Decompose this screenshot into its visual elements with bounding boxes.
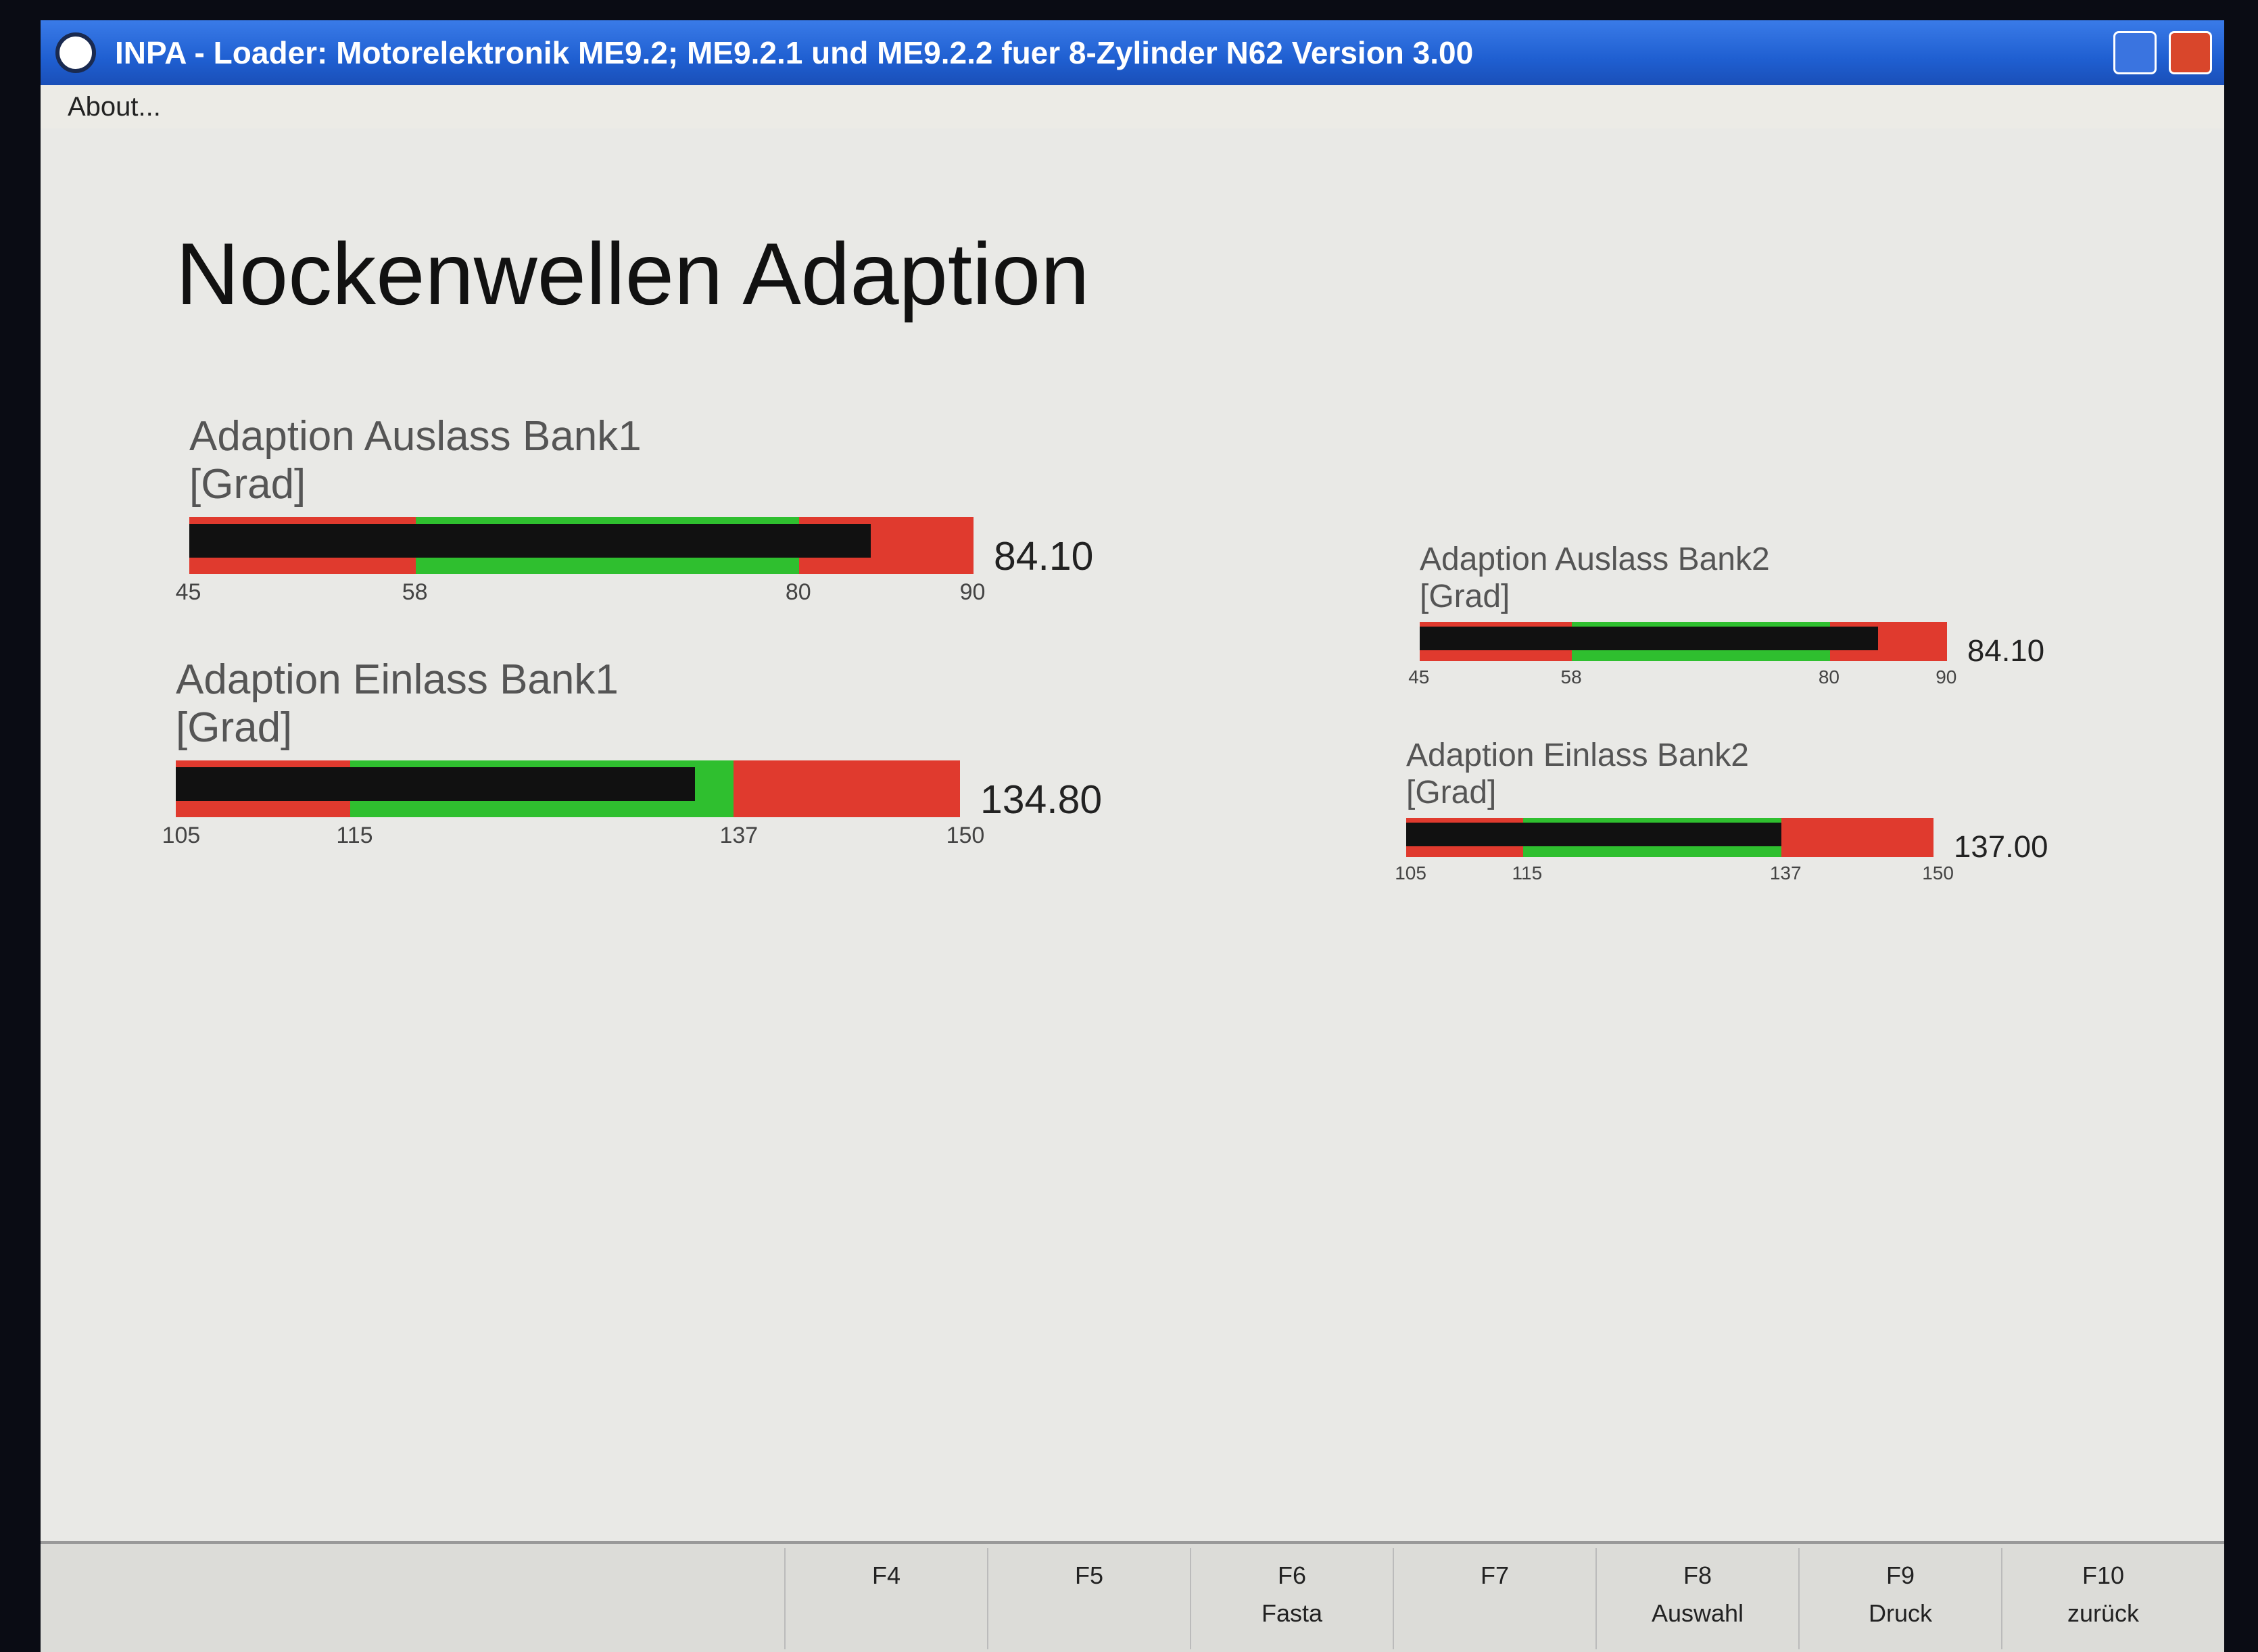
- function-key[interactable]: F6 Fasta: [1190, 1548, 1393, 1649]
- gauge-unit: [Grad]: [1420, 579, 1510, 615]
- scale-tick-label: 115: [336, 823, 373, 848]
- gauge-label: Adaption Auslass Bank1: [189, 413, 642, 460]
- window: INPA - Loader: Motorelektronik ME9.2; ME…: [41, 20, 2224, 1652]
- screen-title: Nockenwellen Adaption: [176, 224, 1090, 323]
- key-text: Fasta: [1261, 1599, 1323, 1627]
- scale-tick-label: 45: [1408, 666, 1430, 687]
- scale-tick-label: 137: [1769, 863, 1802, 883]
- scale-tick-label: 105: [1395, 863, 1426, 883]
- key-name: F9: [1885, 1561, 1915, 1589]
- function-key[interactable]: F5: [987, 1548, 1190, 1649]
- red-zone-high: [733, 760, 960, 817]
- key-text: zurück: [2067, 1599, 2140, 1627]
- function-key[interactable]: F9 Druck: [1798, 1548, 2001, 1649]
- value-bar: [189, 524, 871, 558]
- key-text: Druck: [1868, 1599, 1932, 1627]
- gauge-bar: [1420, 622, 1947, 661]
- title-bar: INPA - Loader: Motorelektronik ME9.2; ME…: [41, 20, 2224, 85]
- function-key[interactable]: F4: [784, 1548, 987, 1649]
- menu-item[interactable]: About...: [68, 92, 161, 122]
- scale-tick-label: 137: [719, 823, 759, 848]
- scale-tick-label: 105: [162, 823, 201, 848]
- key-name: F7: [1480, 1561, 1509, 1589]
- gauge-value: 84.10: [994, 535, 1094, 579]
- key-name: F4: [871, 1561, 900, 1589]
- gauge-unit: [Grad]: [189, 461, 306, 508]
- key-name: F6: [1277, 1561, 1306, 1589]
- gauge-unit: [Grad]: [1406, 775, 1497, 811]
- gauge-bar: [1406, 818, 1933, 857]
- gauge-label: Adaption Einlass Bank1: [176, 656, 619, 703]
- scale-tick-label: 58: [1560, 666, 1582, 687]
- gauge-bar: [189, 517, 974, 574]
- function-key[interactable]: F7: [1393, 1548, 1595, 1649]
- value-bar: [176, 767, 696, 802]
- scale-tick-label: 90: [959, 579, 986, 605]
- value-bar: [1406, 822, 1781, 846]
- scale-tick-label: 150: [946, 823, 985, 848]
- red-zone-high: [1781, 818, 1933, 857]
- gauge-bar: [176, 760, 960, 817]
- scale-tick-label: 80: [785, 579, 811, 605]
- key-text: Auswahl: [1651, 1599, 1744, 1627]
- gauge-label: Adaption Einlass Bank2: [1406, 737, 1749, 773]
- gauge-value: 84.10: [1967, 633, 2045, 669]
- menu-bar: About...: [41, 85, 2224, 128]
- function-key[interactable]: F8 Auswahl: [1595, 1548, 1798, 1649]
- function-key[interactable]: F10 zurück: [2001, 1548, 2204, 1649]
- gauge-value: 134.80: [980, 778, 1103, 823]
- scale-tick-label: 150: [1922, 863, 1954, 883]
- app-icon: [55, 32, 96, 73]
- gauge-value: 137.00: [1954, 829, 2048, 865]
- scale-tick-label: 115: [1512, 863, 1543, 883]
- minimize-button[interactable]: [2113, 31, 2157, 74]
- scale-tick-label: 58: [402, 579, 428, 605]
- key-name: F8: [1683, 1561, 1712, 1589]
- close-button[interactable]: [2169, 31, 2212, 74]
- scale-tick-label: 90: [1936, 666, 1957, 687]
- gauge-label: Adaption Auslass Bank2: [1420, 541, 1770, 577]
- value-bar: [1420, 626, 1878, 650]
- gauge-unit: [Grad]: [176, 704, 293, 752]
- scale-tick-label: 80: [1818, 666, 1840, 687]
- key-name: F5: [1074, 1561, 1103, 1589]
- window-title: INPA - Loader: Motorelektronik ME9.2; ME…: [115, 35, 1474, 70]
- function-key-bar: F4 F5 F6 Fasta F7 F8 Auswahl F9 Druck F10 zurück: [41, 1541, 2224, 1652]
- scale-tick-label: 45: [175, 579, 201, 605]
- key-name: F10: [2082, 1561, 2125, 1589]
